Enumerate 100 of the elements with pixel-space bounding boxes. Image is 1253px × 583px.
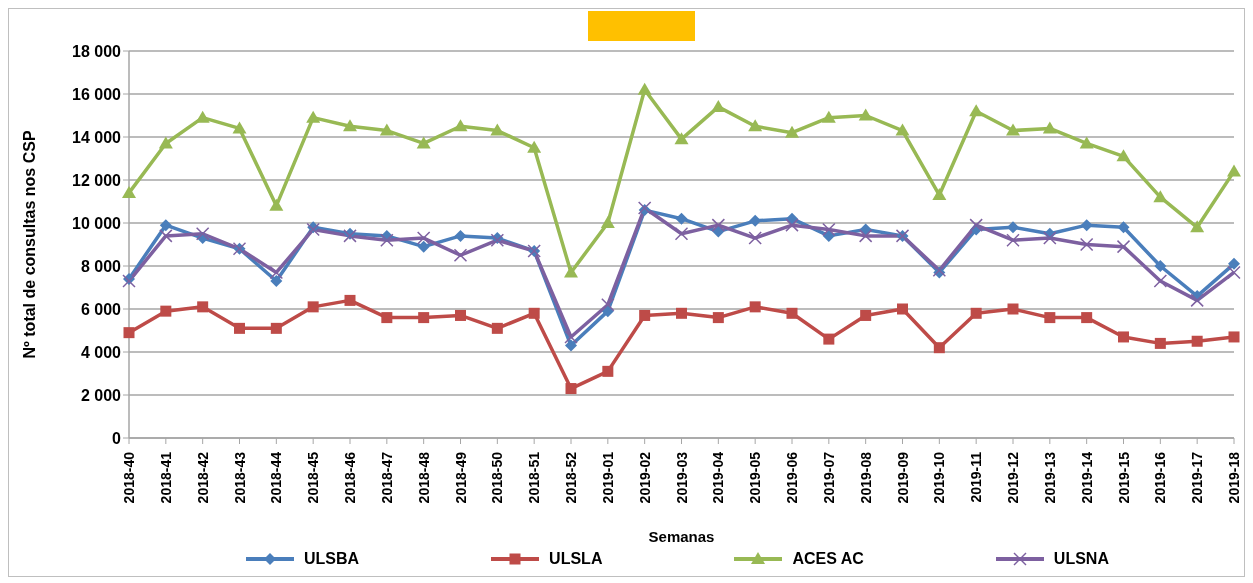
x-tick-label: 2019-07 [820,451,837,504]
point [749,301,761,313]
point [565,383,577,395]
x-tick-label: 2019-13 [1041,451,1058,504]
point [416,136,431,149]
y-tick-label: 12 000 [72,171,122,189]
point [490,123,505,136]
legend-label: ULSLA [549,550,603,568]
point [454,229,467,242]
point [674,132,689,145]
point [712,312,724,324]
point [602,365,614,377]
y-tick-label: 4 000 [80,343,122,361]
point [455,309,466,321]
x-tick-label: 2019-11 [968,451,985,503]
x-tick-label: 2018-48 [415,451,432,504]
point [601,305,614,318]
y-tick-label: 18 000 [72,42,122,60]
point [234,322,245,334]
y-tick-label: 16 000 [72,85,122,103]
y-tick-label: 14 000 [72,128,122,146]
point [307,301,319,313]
point [785,125,799,138]
point [381,312,393,324]
point [1154,260,1167,272]
point [676,307,687,319]
point [823,333,835,345]
point [637,82,652,95]
point [933,342,945,354]
x-tick-label: 2019-02 [636,451,653,504]
x-tick-label: 2018-50 [489,451,506,504]
point [1079,136,1094,149]
point [895,123,910,136]
y-tick-label: 6 000 [80,300,122,318]
point [122,185,136,198]
y-tick-label: 0 [112,429,122,447]
point [712,225,725,238]
point [970,307,982,319]
point [491,322,503,334]
point [269,198,284,211]
point [197,301,209,313]
point [1007,221,1019,234]
point [1228,257,1240,270]
x-tick-label: 2019-04 [710,451,727,504]
point [1154,337,1166,349]
point [1227,164,1241,177]
x-tick-label: 2018-47 [378,451,395,504]
point [600,216,615,228]
point [527,140,542,153]
point [1080,219,1093,232]
x-tick-label: 2018-46 [342,451,358,504]
x-tick-label: 2019-01 [599,451,616,504]
x-tick-label: 2019-17 [1189,451,1206,504]
point [969,104,984,117]
point [565,339,577,352]
x-tick-label: 2018-49 [452,451,469,504]
x-tick-label: 2019-16 [1152,451,1169,504]
point [1153,190,1168,203]
point [159,219,172,232]
x-tick-label: 2019-09 [894,451,911,504]
point [343,119,357,132]
point [270,322,282,334]
point [344,294,356,306]
legend-label: ACES AC [792,550,864,568]
y-axis-title: Nº total de consultas nos CSP [20,130,38,359]
point [564,265,578,278]
x-tick-label: 2018-42 [194,451,211,504]
point [1044,312,1056,324]
x-tick-label: 2019-08 [857,451,874,504]
point [1042,121,1057,134]
point [639,309,651,321]
point [932,188,947,201]
point [1228,331,1240,343]
point [711,99,726,112]
point [1117,221,1130,234]
point [1191,335,1203,347]
legend-label: ULSBA [304,550,360,568]
x-tick-label: 2018-52 [563,451,579,504]
point [123,327,135,339]
legend-label: ULSNA [1053,550,1109,568]
point [453,119,468,132]
point [1190,220,1205,233]
point [418,312,430,324]
point [158,136,173,149]
x-tick-label: 2018-41 [157,451,174,504]
x-tick-label: 2018-45 [305,451,322,504]
y-tick-label: 10 000 [72,214,122,232]
x-tick-label: 2018-43 [231,451,248,504]
point [1118,331,1129,343]
point [195,110,210,123]
point [232,121,247,134]
point [786,212,798,225]
y-tick-label: 8 000 [80,257,122,275]
point [748,119,763,132]
point [821,110,836,123]
x-tick-label: 2019-03 [673,451,690,504]
x-tick-label: 2019-18 [1226,451,1242,504]
point [859,223,872,236]
point [860,309,872,321]
x-tick-label: 2018-44 [268,451,285,504]
